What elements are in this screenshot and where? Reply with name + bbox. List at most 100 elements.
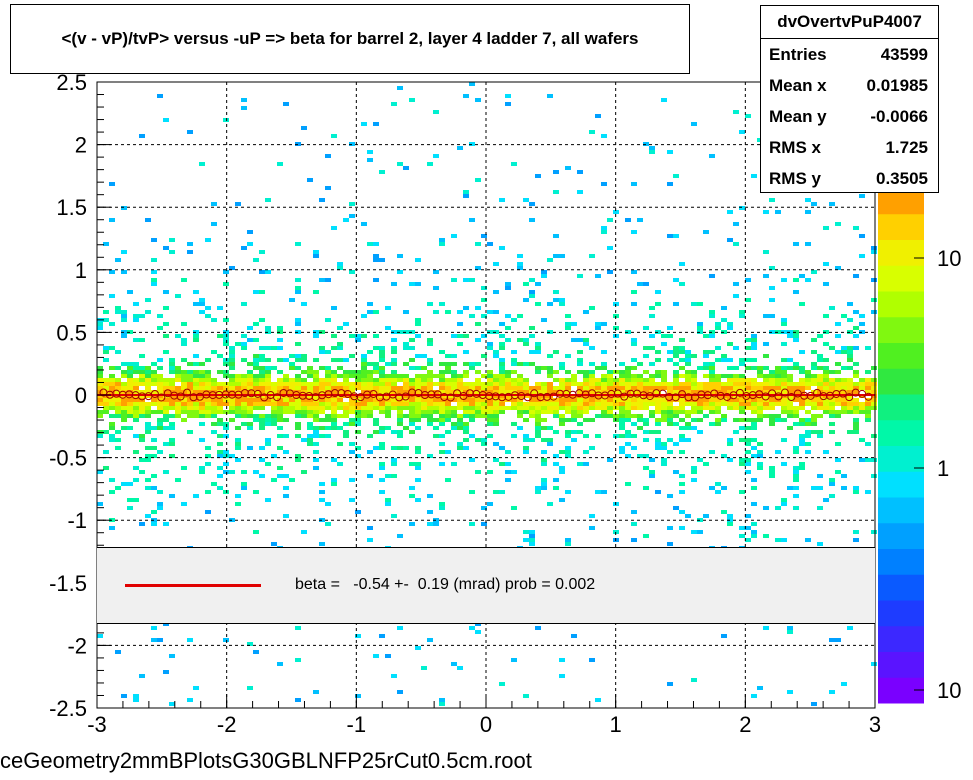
profile-point [498,393,507,402]
heatmap-cell [121,250,127,254]
heatmap-cell [331,370,337,374]
heatmap-cell [163,398,169,402]
heatmap-cell [601,378,607,382]
heatmap-cell [103,406,109,410]
heatmap-cell [631,382,637,386]
heatmap-cell [715,402,721,406]
heatmap-cell [511,382,517,386]
heatmap-cell [415,426,421,430]
heatmap-cell [367,386,373,390]
heatmap-cell [493,374,499,378]
heatmap-cell [475,322,481,326]
heatmap-cell [811,378,817,382]
heatmap-cell [265,402,271,406]
heatmap-cell [649,150,655,154]
heatmap-cell [157,410,163,414]
heatmap-cell [751,386,757,390]
heatmap-cell [283,382,289,386]
heatmap-cell [259,374,265,378]
heatmap-cell [475,306,481,310]
heatmap-cell [463,370,469,374]
heatmap-cell [295,342,301,346]
heatmap-cell [589,406,595,410]
heatmap-cell [517,426,523,430]
heatmap-cell [451,382,457,386]
heatmap-cell [637,426,643,430]
heatmap-cell [109,218,115,222]
heatmap-cell [235,458,241,462]
heatmap-cell [295,382,301,386]
heatmap-cell [841,486,847,490]
heatmap-cell [493,290,499,294]
heatmap-cell [655,302,661,306]
heatmap-cell [103,410,109,414]
heatmap-cell [829,430,835,434]
heatmap-cell [445,382,451,386]
heatmap-cell [241,346,247,350]
heatmap-cell [133,318,139,322]
heatmap-cell [409,366,415,370]
heatmap-cell [217,306,223,310]
heatmap-cell [529,398,535,402]
heatmap-cell [763,534,769,538]
heatmap-cell [253,470,259,474]
heatmap-cell [283,514,289,518]
heatmap-cell [751,534,757,538]
heatmap-cell [349,410,355,414]
heatmap-cell [817,430,823,434]
heatmap-cell [625,378,631,382]
heatmap-cell [649,386,655,390]
heatmap-cell [811,418,817,422]
heatmap-cell [223,382,229,386]
heatmap-cell [853,422,859,426]
heatmap-cell [307,370,313,374]
heatmap-cell [547,426,553,430]
heatmap-cell [163,418,169,422]
heatmap-cell [853,410,859,414]
heatmap-cell [469,278,475,282]
heatmap-cell [655,410,661,414]
heatmap-cell [763,506,769,510]
heatmap-cell [361,414,367,418]
heatmap-cell [541,458,547,462]
heatmap-cell [151,454,157,458]
heatmap-cell [325,502,331,506]
heatmap-cell [259,422,265,426]
heatmap-cell [181,278,187,282]
heatmap-cell [295,378,301,382]
heatmap-cell [745,358,751,362]
heatmap-cell [799,418,805,422]
heatmap-cell [373,406,379,410]
heatmap-cell [739,526,745,530]
heatmap-cell [349,382,355,386]
heatmap-cell [529,410,535,414]
heatmap-cell [673,442,679,446]
heatmap-cell [661,406,667,410]
heatmap-cell [637,382,643,386]
heatmap-cell [721,318,727,322]
x-tick-label: 1 [610,712,622,737]
heatmap-cell [265,326,271,330]
heatmap-cell [283,102,289,106]
heatmap-cell [469,402,475,406]
heatmap-cell [325,522,331,526]
heatmap-cell [229,374,235,378]
heatmap-cell [133,398,139,402]
heatmap-cell [655,382,661,386]
heatmap-cell [277,346,283,350]
heatmap-cell [541,450,547,454]
heatmap-cell [337,406,343,410]
heatmap-cell [739,206,745,210]
heatmap-cell [145,374,151,378]
heatmap-cell [511,362,517,366]
heatmap-cell [169,454,175,458]
heatmap-cell [187,390,193,394]
heatmap-cell [451,234,457,238]
heatmap-cell [385,374,391,378]
heatmap-cell [349,450,355,454]
colorbar-segment [878,291,924,318]
heatmap-cell [679,490,685,494]
heatmap-cell [115,414,121,418]
heatmap-cell [103,430,109,434]
